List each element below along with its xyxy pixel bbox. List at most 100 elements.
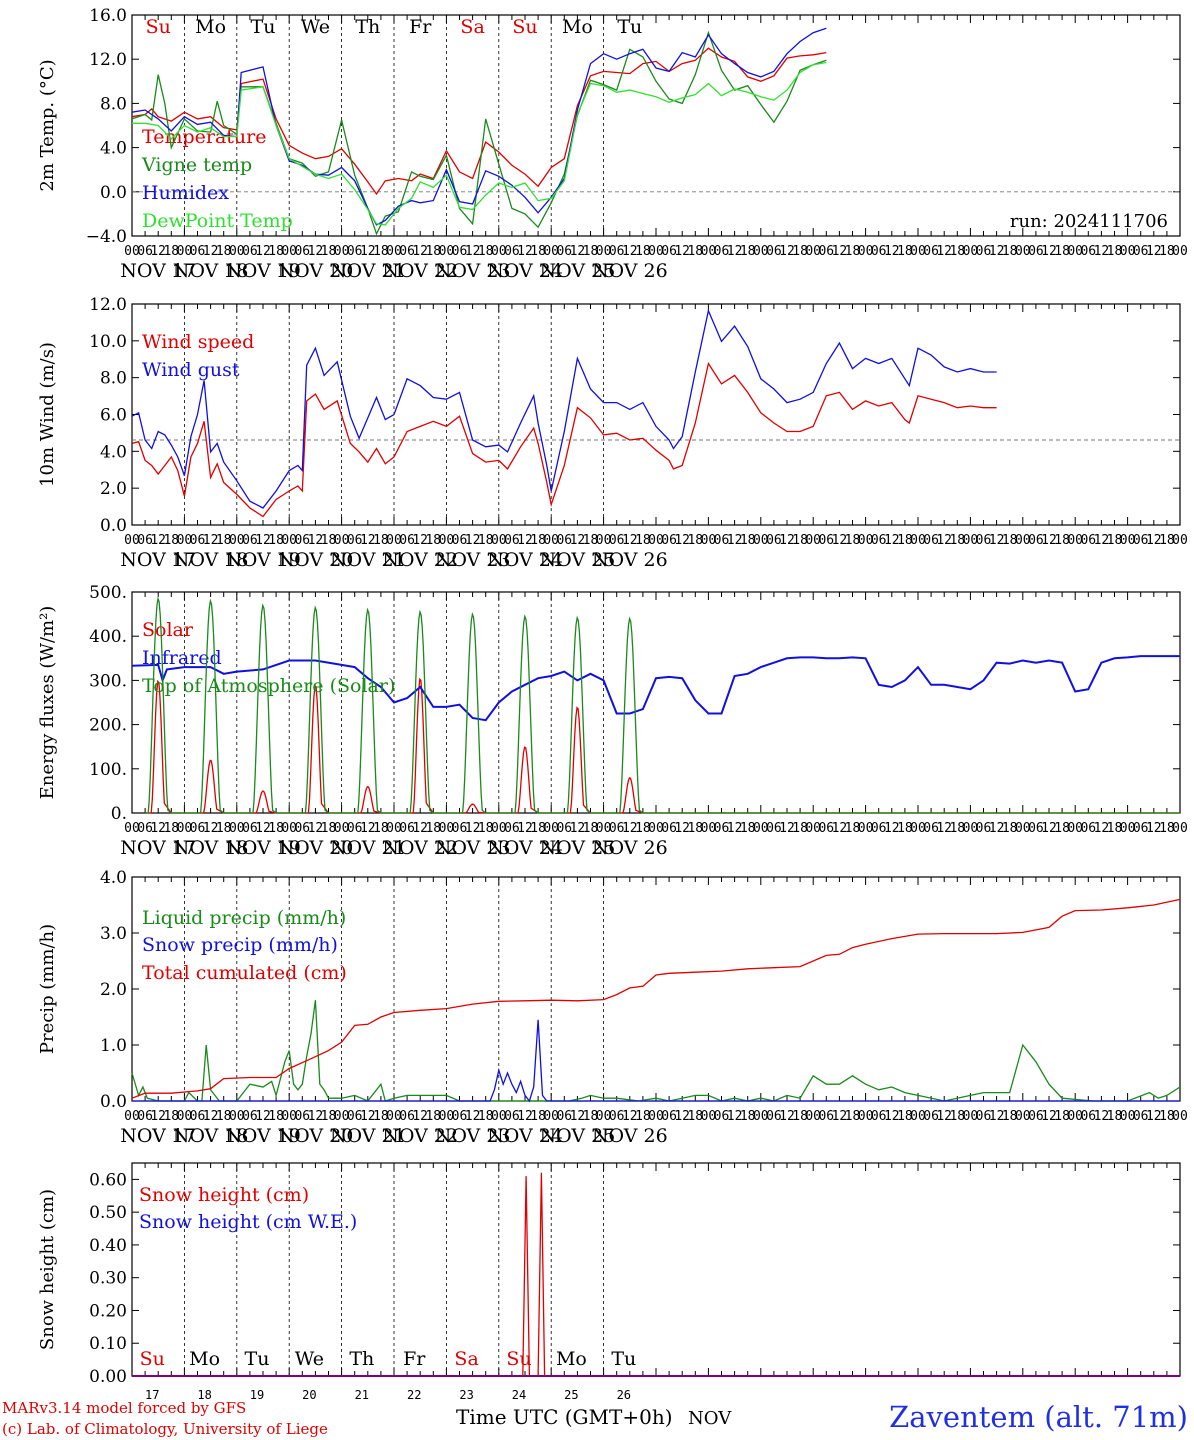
- hour-tick-label: 18: [687, 533, 703, 548]
- hour-tick-label: 06: [1028, 821, 1044, 836]
- hour-tick-label: 12: [674, 244, 690, 259]
- hour-tick-label: 06: [399, 821, 415, 836]
- hour-tick-label: 18: [163, 244, 179, 259]
- hour-tick-label: 00: [910, 821, 926, 836]
- hour-tick-label: 00: [439, 533, 455, 548]
- hour-tick-label: 00: [491, 533, 507, 548]
- date-label: NOV 19: [225, 837, 301, 859]
- hour-tick-label: 18: [216, 1109, 232, 1124]
- hour-tick-label: 06: [294, 1109, 310, 1124]
- hour-tick-label: 18: [845, 244, 861, 259]
- hour-tick-label: 00: [543, 821, 559, 836]
- hour-tick-label: 12: [832, 821, 848, 836]
- hour-tick-label: 06: [556, 533, 572, 548]
- hour-tick-label: 06: [1133, 244, 1149, 259]
- hour-tick-label: 18: [1002, 244, 1018, 259]
- date-label: NOV 24: [487, 549, 563, 571]
- hour-tick-label: 12: [308, 1109, 324, 1124]
- hour-tick-label: 12: [674, 533, 690, 548]
- hour-tick-label: 00: [701, 1109, 717, 1124]
- hour-tick-label: 00: [543, 533, 559, 548]
- hour-tick-label: 18: [949, 821, 965, 836]
- series-line: [131, 361, 997, 518]
- hour-tick-label: 00: [229, 533, 245, 548]
- hour-tick-label: 06: [504, 1109, 520, 1124]
- hour-tick-label: 12: [989, 244, 1005, 259]
- hour-tick-label: 12: [465, 1109, 481, 1124]
- date-label: NOV 17: [120, 1125, 196, 1147]
- hour-tick-label: 12: [570, 1109, 586, 1124]
- hour-tick-label: 12: [517, 244, 533, 259]
- hour-tick-label: 18: [740, 533, 756, 548]
- hour-tick-label: 00: [1172, 1109, 1188, 1124]
- hour-tick-label: 06: [190, 821, 206, 836]
- date-label: NOV 25: [539, 260, 615, 282]
- hour-tick-label: 00: [858, 821, 874, 836]
- hour-tick-label: 18: [478, 244, 494, 259]
- hour-tick-label: 18: [1054, 821, 1070, 836]
- weekday-label: Fr: [409, 16, 432, 38]
- hour-tick-label: 18: [949, 533, 965, 548]
- day-number: 20: [302, 1388, 316, 1402]
- hour-tick-label: 18: [740, 244, 756, 259]
- hour-tick-label: 00: [963, 1109, 979, 1124]
- hour-tick-label: 12: [570, 533, 586, 548]
- hour-tick-label: 18: [635, 821, 651, 836]
- date-label: NOV 26: [592, 1125, 668, 1147]
- hour-tick-label: 06: [923, 1109, 939, 1124]
- hour-tick-label: 12: [465, 533, 481, 548]
- y-tick-label: 1.0: [100, 1036, 127, 1056]
- hour-tick-label: 00: [596, 533, 612, 548]
- hour-tick-label: 18: [845, 533, 861, 548]
- hour-tick-label: 00: [648, 1109, 664, 1124]
- series-line: [132, 61, 827, 226]
- hour-tick-label: 00: [386, 533, 402, 548]
- hour-tick-label: 12: [936, 533, 952, 548]
- hour-tick-label: 06: [1133, 821, 1149, 836]
- weekday-label: Su: [512, 16, 537, 38]
- hour-tick-label: 06: [556, 1109, 572, 1124]
- hour-tick-label: 06: [1028, 244, 1044, 259]
- day-number: 21: [355, 1388, 369, 1402]
- hour-tick-label: 06: [399, 533, 415, 548]
- weekday-label: Mo: [195, 16, 226, 38]
- hour-tick-label: 12: [727, 244, 743, 259]
- y-tick-label: 0.20: [89, 1301, 127, 1321]
- hour-tick-label: 18: [687, 821, 703, 836]
- hour-tick-label: 06: [242, 533, 258, 548]
- hour-tick-label: 00: [753, 244, 769, 259]
- hour-tick-label: 18: [949, 1109, 965, 1124]
- date-label: NOV 26: [592, 837, 668, 859]
- hour-tick-label: 06: [976, 244, 992, 259]
- hour-tick-label: 06: [766, 821, 782, 836]
- hour-tick-label: 00: [1067, 533, 1083, 548]
- hour-tick-label: 18: [740, 821, 756, 836]
- hour-tick-label: 12: [412, 821, 428, 836]
- hour-tick-label: 06: [609, 533, 625, 548]
- hour-tick-label: 18: [635, 533, 651, 548]
- hour-tick-label: 18: [216, 244, 232, 259]
- hour-tick-label: 18: [268, 1109, 284, 1124]
- hour-tick-label: 18: [897, 533, 913, 548]
- hour-tick-label: 12: [622, 533, 638, 548]
- weekday-label: Tu: [245, 1348, 270, 1370]
- run-annotation: run: 2024111706: [1010, 211, 1168, 232]
- hour-tick-label: 06: [871, 821, 887, 836]
- date-label: NOV 19: [225, 1125, 301, 1147]
- hour-tick-label: 12: [674, 1109, 690, 1124]
- hour-tick-label: 12: [1094, 244, 1110, 259]
- weekday-label: Tu: [611, 1348, 636, 1370]
- hour-tick-label: 00: [701, 533, 717, 548]
- hour-tick-label: 18: [478, 821, 494, 836]
- hour-tick-label: 06: [609, 821, 625, 836]
- date-label: NOV 18: [173, 1125, 249, 1147]
- hour-tick-label: 00: [334, 821, 350, 836]
- hour-tick-label: 06: [399, 244, 415, 259]
- hour-tick-label: 06: [399, 1109, 415, 1124]
- hour-tick-label: 00: [910, 1109, 926, 1124]
- hour-tick-label: 12: [1041, 821, 1057, 836]
- hour-tick-label: 00: [805, 533, 821, 548]
- series-line: [131, 30, 827, 236]
- hour-tick-label: 06: [609, 1109, 625, 1124]
- hour-tick-label: 12: [832, 244, 848, 259]
